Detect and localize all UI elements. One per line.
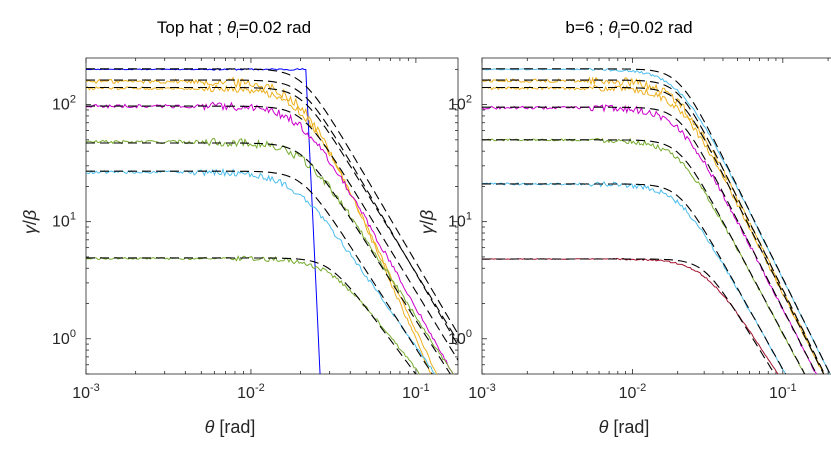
y-tick-label: 102	[52, 94, 76, 114]
model-curve	[482, 106, 818, 374]
model-curve	[86, 142, 451, 374]
model-curve	[86, 68, 458, 335]
x-axis-label: θ [rad]	[205, 417, 256, 437]
model-curve	[482, 258, 776, 374]
model-curve	[86, 257, 417, 374]
model-curve	[86, 170, 433, 374]
x-tick-label: 10-1	[769, 382, 797, 402]
y-tick-label: 100	[448, 328, 472, 348]
simulation-curve	[86, 68, 321, 374]
panel-b6: b=6 ; θi=0.02 rad γ/β θ [rad] 10-3 10-2 10…	[417, 18, 831, 437]
y-tick-label: 100	[52, 328, 76, 348]
axes-box	[85, 57, 459, 375]
axis-ticks	[481, 58, 829, 375]
y-axis-label-slash: /	[417, 220, 437, 225]
y-axis-label: γ/β	[20, 210, 40, 234]
x-tick-label: 10-2	[237, 382, 265, 402]
model-curve	[482, 183, 787, 374]
x-axis-label: θ [rad]	[599, 417, 650, 437]
panel-top-hat: Top hat ; θi=0.02 rad γ/β θ [rad] 10-3 10…	[20, 18, 459, 437]
model-curve	[482, 86, 825, 374]
x-tick-label: 10-2	[619, 382, 647, 402]
model-curve	[482, 79, 826, 374]
y-axis-label: γ/β	[417, 210, 437, 234]
model-curve	[482, 139, 806, 374]
panel-title: b=6 ; θi=0.02 rad	[565, 18, 692, 41]
simulation-curve	[86, 101, 454, 374]
y-tick-label: 101	[52, 211, 76, 231]
y-tick-label: 102	[448, 94, 472, 114]
x-tick-label: 10-1	[402, 382, 430, 402]
title-suffix: =0.02 rad	[620, 18, 692, 37]
simulation-curve	[482, 67, 831, 374]
title-subscript: i	[236, 27, 239, 41]
simulation-curve	[86, 84, 438, 374]
simulation-curve	[482, 84, 825, 374]
model-curve	[86, 105, 458, 361]
x-tick-label: 10-3	[72, 382, 100, 402]
plot-area	[86, 68, 458, 374]
title-prefix: b=6 ;	[565, 18, 608, 37]
model-curve	[86, 86, 458, 342]
x-tick-label: 10-3	[468, 382, 496, 402]
y-tick-label: 101	[448, 211, 472, 231]
plot-area	[482, 67, 831, 374]
title-theta: θ	[608, 18, 618, 37]
simulation-curve	[482, 76, 825, 374]
axis-ticks	[85, 58, 458, 375]
title-prefix: Top hat ;	[157, 18, 227, 37]
model-curve	[482, 68, 831, 374]
title-theta: θ	[227, 18, 237, 37]
simulation-curve	[86, 138, 454, 374]
panel-title: Top hat ; θi=0.02 rad	[157, 18, 311, 41]
simulation-curve	[86, 76, 432, 374]
simulation-curve	[86, 167, 436, 374]
axes-box	[481, 57, 831, 375]
y-axis-label-slash: /	[20, 220, 40, 225]
title-suffix: =0.02 rad	[239, 18, 311, 37]
model-curve	[86, 79, 458, 346]
title-subscript: i	[618, 27, 621, 41]
